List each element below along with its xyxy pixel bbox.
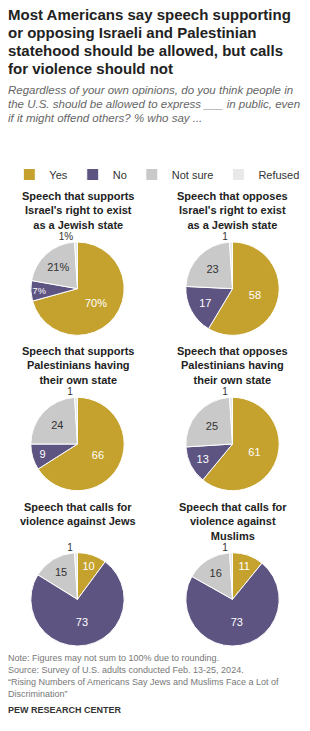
svg-text:Speech that opposesIsrael's ri: Speech that opposesIsrael's right to exi… [177,190,288,231]
svg-text:7%: 7% [33,286,46,296]
svg-text:73: 73 [231,616,243,628]
svg-text:1%: 1% [59,231,74,242]
svg-text:Refused: Refused [258,169,299,181]
svg-text:25: 25 [206,420,218,432]
svg-text:17: 17 [199,297,211,309]
svg-text:73: 73 [76,616,88,628]
svg-text:No: No [113,169,127,181]
svg-text:Yes: Yes [49,169,67,181]
svg-text:Speech that supportsIsrael's r: Speech that supportsIsrael's right to ex… [22,190,134,231]
svg-text:Speech that supportsPalestinia: Speech that supportsPalestinians havingt… [22,345,134,386]
svg-text:Not sure: Not sure [172,169,214,181]
svg-text:Speech that opposesPalestinian: Speech that opposesPalestinians havingth… [177,345,288,386]
svg-text:11: 11 [239,560,250,572]
svg-text:21%: 21% [47,261,69,273]
html-text:Regardless of your own opinion: Regardless of your own opinions, do you … [8,84,301,124]
svg-text:1: 1 [67,386,73,397]
svg-text:10: 10 [82,560,94,572]
svg-text:15: 15 [55,566,67,578]
svg-text:1: 1 [222,542,228,553]
svg-text:1: 1 [67,542,73,553]
html-text:Source: Survey of U.S. adults: Source: Survey of U.S. adults conducted … [8,665,244,675]
html-text:“Rising Numbers of Americans S: “Rising Numbers of Americans Say Jews an… [8,677,279,699]
svg-text:66: 66 [92,449,104,461]
svg-text:13: 13 [197,453,209,465]
html-text:Note: Figures may not sum to 1: Note: Figures may not sum to 100% due to… [8,653,220,663]
svg-text:9: 9 [39,448,45,460]
svg-text:70%: 70% [85,297,107,309]
svg-text:Speech that calls forviolence: Speech that calls forviolence against Je… [20,501,136,527]
svg-text:58: 58 [249,289,261,301]
svg-text:Speech that calls forviolence: Speech that calls forviolence againstMus… [179,501,287,542]
svg-text:16: 16 [210,567,222,579]
html-text:Most Americans say speech supp: Most Americans say speech supporting or … [8,6,291,77]
html-text:PEW RESEARCH CENTER: PEW RESEARCH CENTER [8,705,121,715]
svg-text:24: 24 [51,419,63,431]
svg-text:23: 23 [206,263,218,275]
svg-text:1: 1 [222,386,228,397]
svg-text:1: 1 [222,231,228,242]
svg-text:61: 61 [248,446,260,458]
